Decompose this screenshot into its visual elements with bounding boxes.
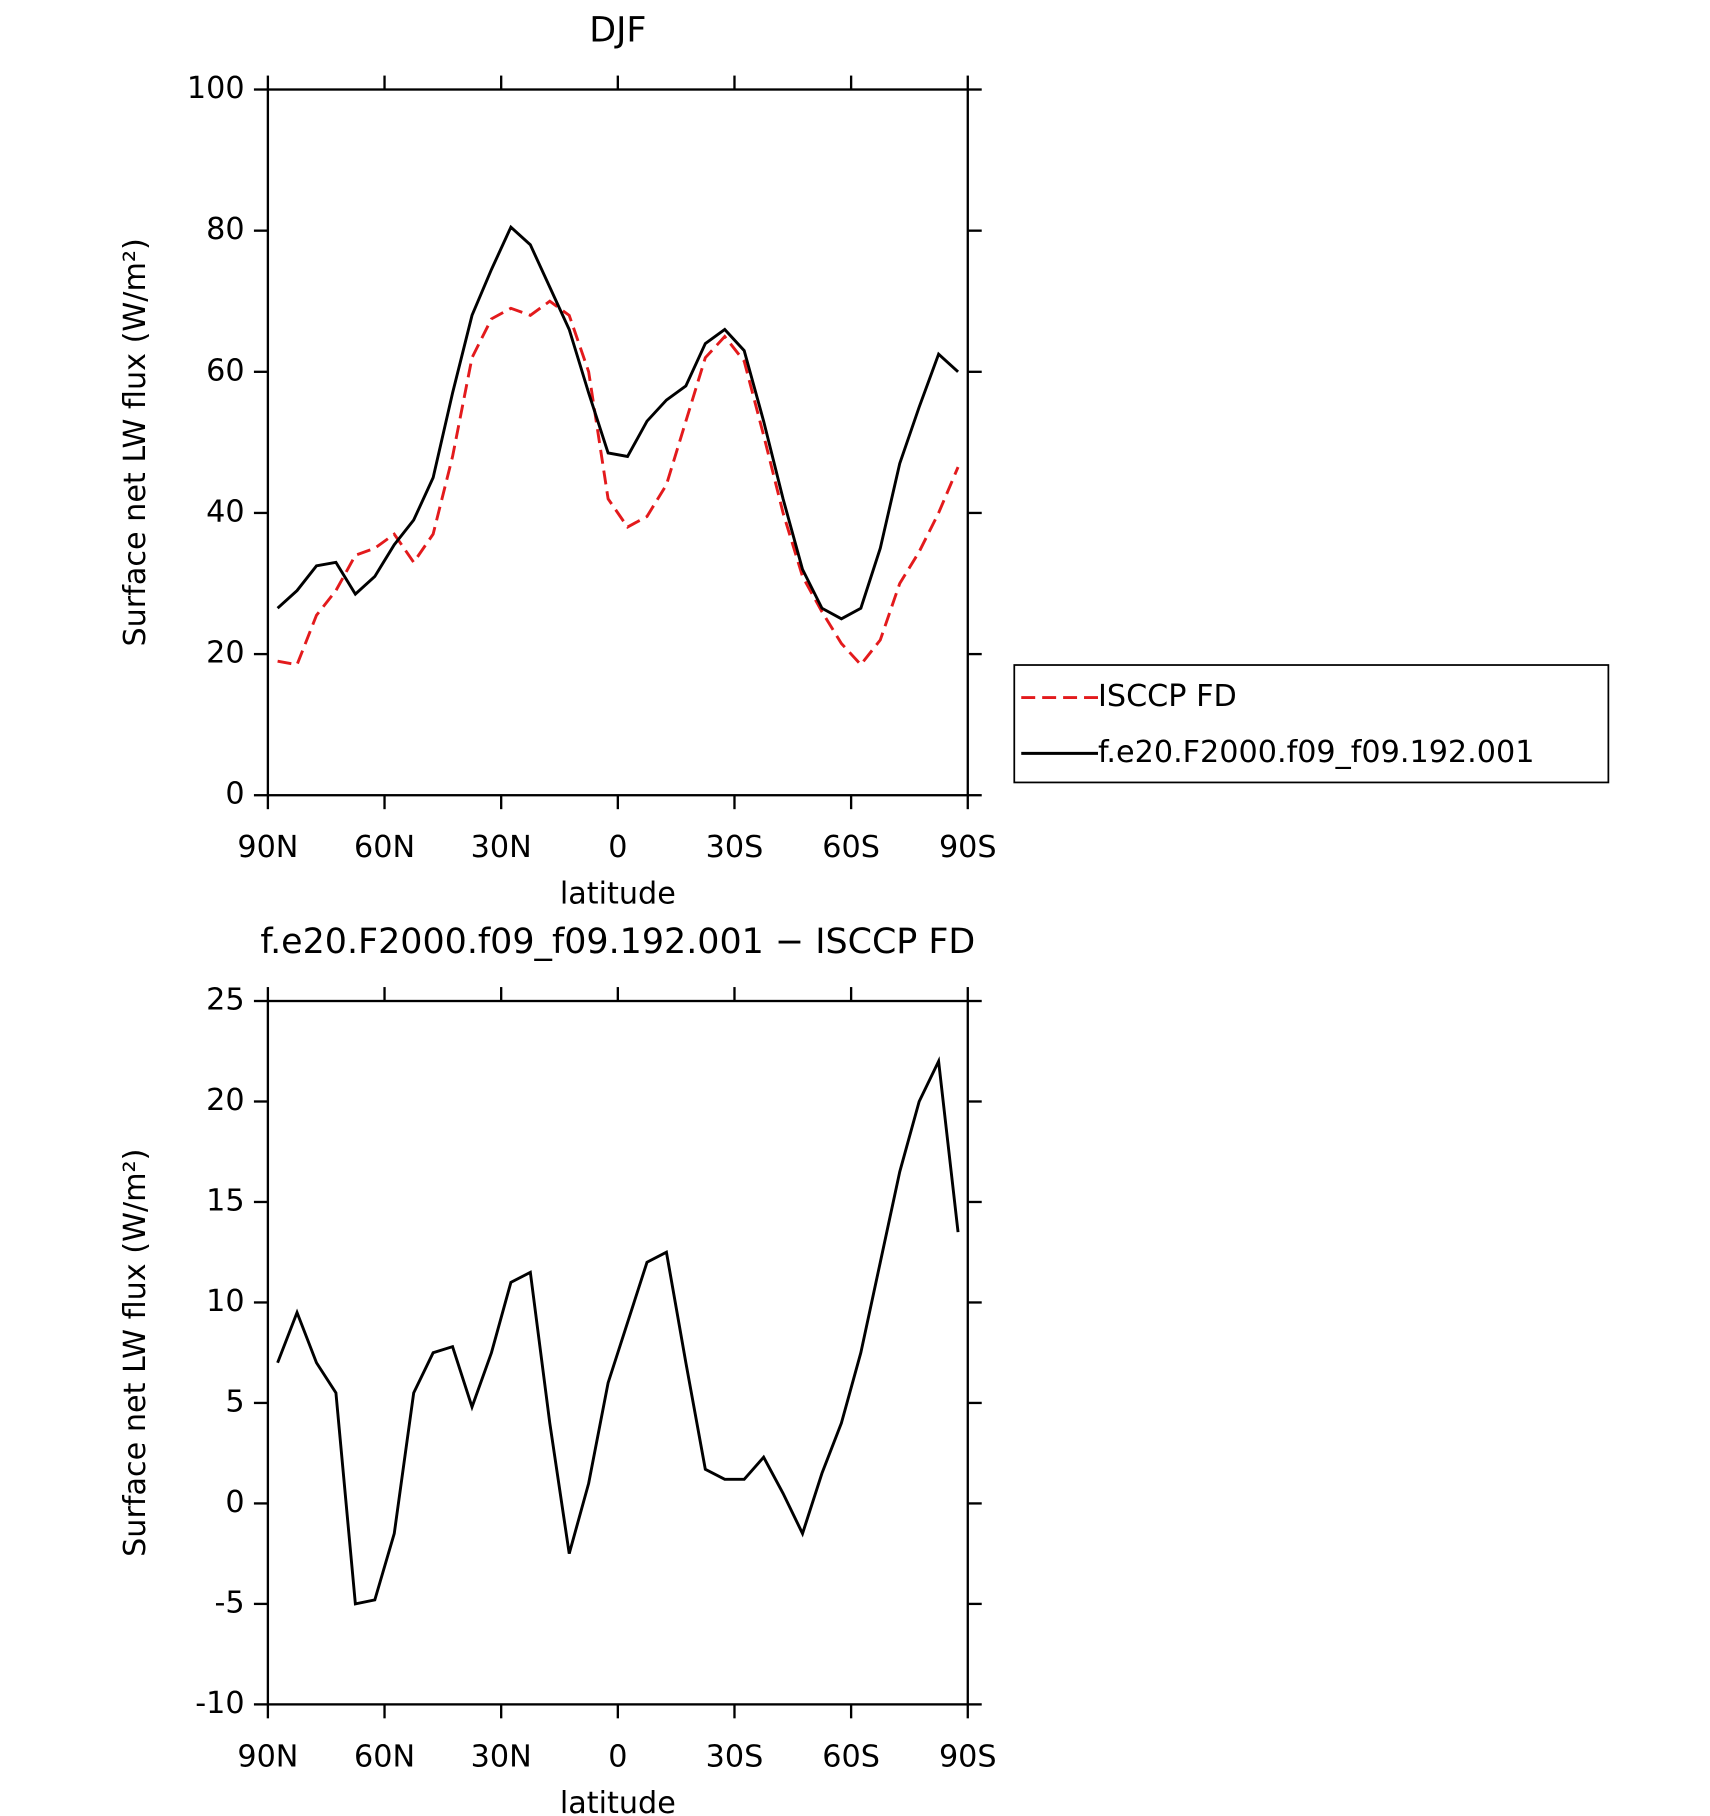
y-tick-label: 25 <box>206 983 244 1018</box>
x-tick-label: 30S <box>706 830 764 865</box>
x-tick-label: 60N <box>354 830 415 865</box>
chart-title: f.e20.F2000.f09_f09.192.001 − ISCCP FD <box>260 922 975 962</box>
x-tick-label: 30N <box>471 830 532 865</box>
y-axis-label: Surface net LW flux (W/m²) <box>118 238 153 646</box>
y-tick-label: 40 <box>206 494 244 529</box>
x-axis-label: latitude <box>560 877 676 912</box>
x-tick-label: 60S <box>822 1739 880 1774</box>
data-line <box>276 224 960 621</box>
x-tick-label: 30N <box>471 1739 532 1774</box>
legend-box <box>1013 664 1610 784</box>
y-tick-label: 100 <box>187 71 245 106</box>
y-tick-label: 5 <box>225 1384 244 1419</box>
y-tick-label: 20 <box>206 636 244 671</box>
y-tick-label: -10 <box>195 1686 244 1721</box>
x-tick-label: 90S <box>939 830 997 865</box>
plot-frame <box>266 999 969 1706</box>
legend-label: ISCCP FD <box>1098 679 1237 714</box>
x-tick-label: 60N <box>354 1739 415 1774</box>
y-tick-label: 20 <box>206 1083 244 1118</box>
x-tick-label: 90N <box>237 1739 298 1774</box>
x-tick-label: 90S <box>939 1739 997 1774</box>
y-tick-label: 0 <box>225 777 244 812</box>
data-line <box>276 1056 960 1606</box>
y-tick-label: -5 <box>214 1585 244 1620</box>
data-line <box>277 299 960 667</box>
x-tick-label: 90N <box>237 830 298 865</box>
plot-frame <box>266 88 969 797</box>
y-axis-label: Surface net LW flux (W/m²) <box>118 1149 153 1557</box>
y-tick-label: 80 <box>206 212 244 247</box>
chart-title: DJF <box>589 10 646 50</box>
x-axis-label: latitude <box>560 1786 676 1816</box>
y-tick-label: 10 <box>206 1284 244 1319</box>
legend-label: f.e20.F2000.f09_f09.192.001 <box>1098 735 1534 770</box>
x-tick-label: 0 <box>608 830 627 865</box>
y-tick-label: 15 <box>206 1183 244 1218</box>
y-tick-label: 0 <box>225 1485 244 1520</box>
x-tick-label: 0 <box>608 1739 627 1774</box>
x-tick-label: 60S <box>822 830 880 865</box>
x-tick-label: 30S <box>706 1739 764 1774</box>
y-tick-label: 60 <box>206 353 244 388</box>
